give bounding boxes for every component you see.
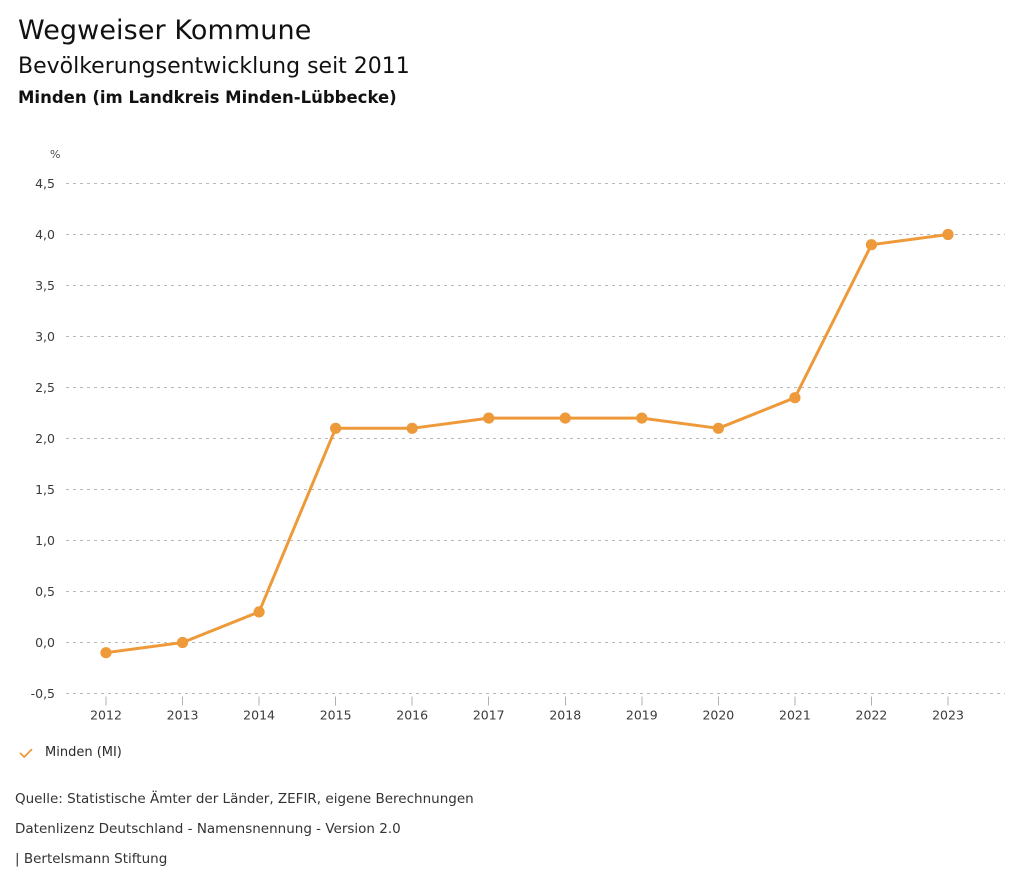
x-axis-tick-label: 2020 [702, 708, 734, 723]
y-axis-tick-label: 4,5 [35, 176, 55, 191]
y-axis-tick-label: 3,0 [35, 329, 55, 344]
y-axis-tick-label: 1,0 [35, 533, 55, 548]
data-point[interactable] [176, 636, 189, 649]
x-axis-tick-label: 2018 [549, 708, 581, 723]
footer-publisher: | Bertelsmann Stiftung [15, 851, 168, 867]
data-point[interactable] [789, 392, 801, 404]
check-icon [19, 748, 33, 758]
y-axis-unit-label: % [50, 148, 60, 161]
x-axis-tick-label: 2012 [90, 708, 122, 723]
y-axis-tick-label: 2,0 [35, 431, 55, 446]
line-chart: 4,5 4,0 3,5 3,0 2,5 2,0 1,5 1,0 0,5 0,0 -0,5 2012 2… [31, 148, 1005, 723]
x-axis-tick-label: 2019 [626, 708, 658, 723]
chart-header: Wegweiser Kommune Bevölkerungsentwicklun… [18, 14, 998, 110]
data-point[interactable] [942, 228, 954, 241]
data-point[interactable] [406, 422, 418, 434]
footer-license: Datenlizenz Deutschland - Namensnennung … [15, 821, 401, 837]
y-axis-tick-label: 1,5 [35, 482, 55, 497]
page-location: Minden (im Landkreis Minden-Lübbecke) [18, 88, 397, 107]
x-axis-tick-label: 2021 [779, 708, 811, 723]
x-axis-tick-label: 2023 [932, 708, 964, 723]
x-axis-tick-label: 2013 [167, 708, 199, 723]
x-axis-labels: 2012 2013 2014 2015 2016 2017 2018 2019 2020 2021… [90, 708, 964, 723]
x-axis-tick-label: 2014 [243, 708, 275, 723]
x-axis-ticks [105, 696, 949, 706]
gridlines [66, 183, 1005, 694]
series-line-0 [104, 233, 950, 655]
data-point[interactable] [100, 647, 112, 659]
page-subtitle: Bevölkerungsentwicklung seit 2011 [18, 54, 410, 79]
data-point[interactable] [330, 422, 342, 434]
x-axis-tick-label: 2016 [396, 708, 428, 723]
x-axis-tick-label: 2022 [856, 708, 888, 723]
chart-canvas: 4,54,03,53,02,52,01,51,00,50,0-0,5 2012 2… [31, 148, 1005, 723]
y-axis-tick-label: 2,5 [35, 380, 55, 395]
y-axis-tick-label: 4,0 [35, 227, 55, 242]
data-point[interactable] [636, 412, 648, 424]
legend-item-label: Minden (MI) [45, 745, 122, 760]
data-series [100, 228, 954, 659]
chart-footer: Quelle: Statistische Ämter der Länder, Z… [15, 784, 1005, 874]
y-axis-tick-label: 3,5 [35, 278, 55, 293]
footer-source: Quelle: Statistische Ämter der Länder, Z… [15, 791, 474, 807]
y-axis-tick-label: 0,5 [35, 584, 55, 599]
legend-item-minden[interactable]: Minden (MI) [18, 745, 122, 761]
y-axis-labels: 4,5 4,0 3,5 3,0 2,5 2,0 1,5 1,0 0,5 0,0 -0,5 [31, 176, 55, 701]
data-point[interactable] [712, 422, 724, 434]
y-axis-tick-label: 0,0 [35, 635, 55, 650]
page-title: Wegweiser Kommune [18, 15, 312, 46]
y-axis-tick-label: -0,5 [31, 686, 55, 701]
x-axis-tick-label: 2017 [473, 708, 505, 723]
data-point[interactable] [483, 412, 495, 424]
data-point[interactable] [559, 412, 571, 424]
x-axis-tick-label: 2015 [320, 708, 352, 723]
data-point[interactable] [253, 606, 265, 618]
data-point[interactable] [865, 239, 878, 251]
